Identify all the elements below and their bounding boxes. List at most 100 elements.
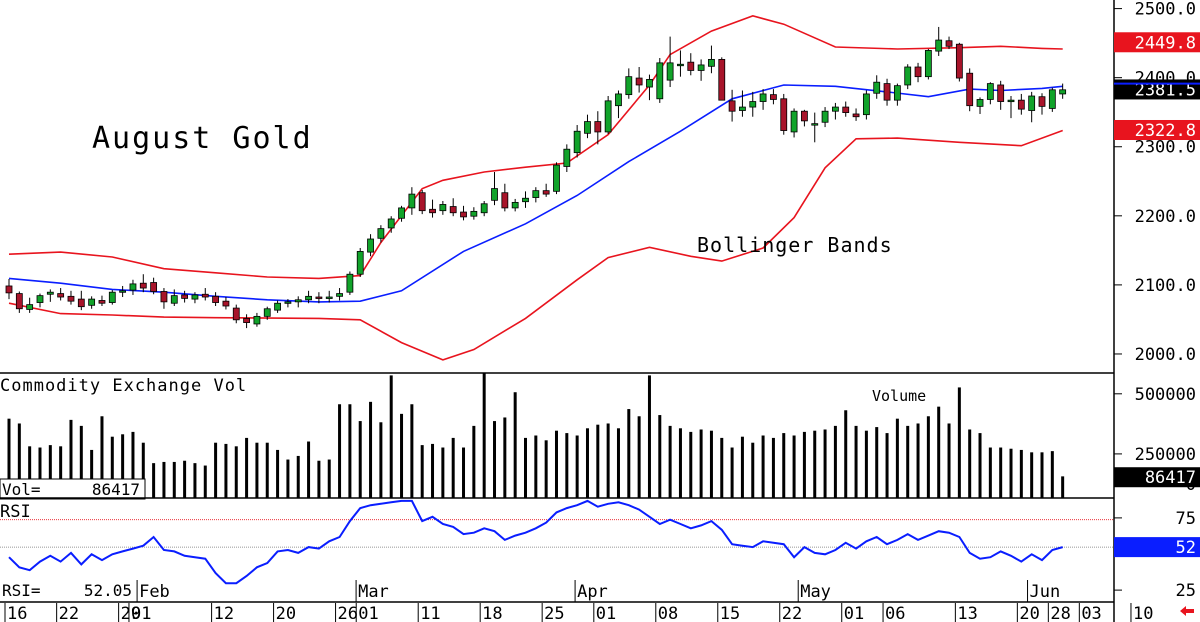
volume-bar <box>265 442 269 498</box>
volume-bar <box>730 447 734 498</box>
date-label: 01 <box>358 604 378 622</box>
volume-bar <box>565 433 569 498</box>
volume-readout-box <box>0 478 146 500</box>
candle-body <box>852 113 860 118</box>
candle-body <box>718 59 726 101</box>
candle-body <box>542 190 550 195</box>
bollinger-bands-annotation: Bollinger Bands <box>697 233 893 257</box>
volume-bar <box>1061 476 1065 498</box>
bollinger-middle-band <box>8 84 1063 303</box>
candle-body <box>46 291 54 295</box>
volume-bar <box>585 428 589 498</box>
candle-body <box>232 307 240 321</box>
candle-body <box>418 192 426 212</box>
volume-bar <box>875 427 879 498</box>
volume-bar <box>968 429 972 498</box>
rsi-guide-lines <box>0 519 1114 548</box>
candle-body <box>119 290 127 293</box>
volume-bar <box>203 465 207 498</box>
candle-body <box>635 77 643 86</box>
candle-body <box>646 79 653 88</box>
candle-body <box>356 251 364 275</box>
candle-body <box>883 83 891 101</box>
volume-bar <box>110 436 114 498</box>
candle-body <box>594 121 602 133</box>
volume-bar <box>7 418 11 498</box>
scroll-left-arrow-icon[interactable] <box>1180 606 1194 616</box>
volume-bar <box>296 455 300 498</box>
volume-bar <box>317 460 321 498</box>
price-axis-label: 2200.0 <box>1135 207 1196 227</box>
candle-body <box>294 299 302 303</box>
volume-bar <box>131 431 135 498</box>
volume-bar <box>255 442 259 498</box>
candle-body <box>212 295 220 303</box>
volume-bar <box>462 447 466 498</box>
candle-body <box>749 101 757 108</box>
candle-body <box>532 190 540 198</box>
candle-body <box>325 296 333 299</box>
volume-bar <box>854 425 858 498</box>
candle-body <box>656 62 664 100</box>
volume-bar <box>720 437 724 498</box>
candle-body <box>284 301 292 304</box>
volume-axis-label: 500000 <box>1135 385 1196 405</box>
volume-bar <box>141 442 145 498</box>
volume-bar <box>100 416 104 498</box>
candle-body <box>935 39 943 52</box>
volume-bar <box>183 460 187 498</box>
volume-bar <box>234 446 238 498</box>
volume-bar <box>69 419 73 498</box>
price-flag-box <box>1114 119 1200 140</box>
candle-body <box>160 291 168 303</box>
volume-bar <box>895 418 899 498</box>
candle-body <box>57 293 65 298</box>
candle-body <box>584 121 591 134</box>
volume-bar <box>751 442 755 498</box>
volume-bar <box>162 461 166 498</box>
date-label: 20 <box>276 604 296 622</box>
month-label: Apr <box>577 582 608 602</box>
candle-body <box>1007 99 1015 103</box>
candle-body <box>480 203 488 214</box>
volume-bar <box>327 459 331 498</box>
candle-body <box>150 282 158 292</box>
volume-bar <box>761 435 765 498</box>
candle-body <box>36 295 44 303</box>
date-label: 06 <box>885 604 905 622</box>
volume-bar <box>338 404 342 498</box>
volume-bar <box>369 401 373 498</box>
volume-bar <box>906 425 910 498</box>
chart-title: August Gold <box>92 121 313 156</box>
month-label: Mar <box>358 582 389 602</box>
candle-body <box>708 59 715 67</box>
volume-bars <box>7 373 1065 498</box>
candle-body <box>893 85 901 101</box>
volume-bar <box>214 442 218 498</box>
candle-body <box>966 72 974 107</box>
candle-body <box>367 238 374 253</box>
volume-bar <box>524 437 527 498</box>
volume-bar <box>1009 448 1013 498</box>
price-axis-label: 2300.0 <box>1135 138 1196 158</box>
volume-bar <box>637 416 641 498</box>
date-label: 08 <box>658 604 678 622</box>
volume-bar <box>379 422 383 498</box>
candle-body <box>77 298 85 308</box>
candle-body <box>243 318 250 323</box>
volume-bar <box>885 433 889 498</box>
volume-bar <box>740 436 744 498</box>
volume-bar <box>926 416 930 498</box>
volume-bar <box>678 428 682 498</box>
volume-bar <box>709 430 713 498</box>
candle-body <box>1038 96 1046 107</box>
date-label: 22 <box>59 604 79 622</box>
candle-body <box>955 43 963 79</box>
volume-bar <box>400 413 404 498</box>
candle-body <box>170 295 178 304</box>
candle-body <box>997 84 1005 102</box>
bollinger-upper-band <box>8 15 1063 280</box>
candle-body <box>398 207 405 219</box>
